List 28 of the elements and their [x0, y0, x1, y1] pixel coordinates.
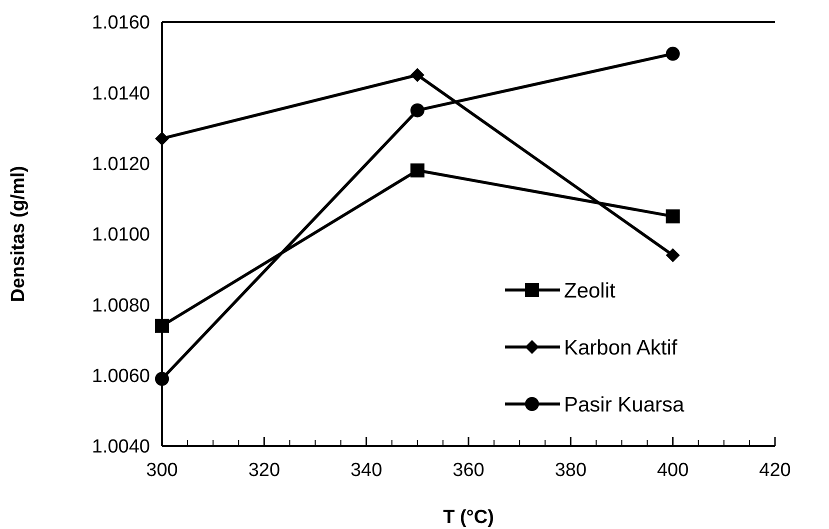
y-tick-label: 1.0080 — [92, 295, 150, 316]
point — [666, 248, 680, 262]
x-tick-label: 300 — [146, 460, 178, 481]
point — [155, 132, 169, 146]
y-tick-label: 1.0140 — [92, 83, 150, 104]
y-tick-label: 1.0040 — [92, 436, 150, 458]
x-tick-label: 380 — [554, 460, 587, 481]
x-tick-label: 360 — [452, 460, 484, 481]
x-tick-label: 340 — [350, 460, 382, 481]
legend-label: Pasir Kuarsa — [564, 393, 685, 416]
point — [155, 372, 169, 386]
x-tick-label: 320 — [248, 460, 280, 481]
x-tick-label: 420 — [759, 460, 791, 481]
point — [666, 209, 680, 224]
point — [410, 163, 424, 178]
point — [410, 103, 424, 118]
point — [155, 318, 169, 333]
y-tick-label: 1.0100 — [92, 224, 150, 246]
x-tick-label: 400 — [656, 460, 689, 481]
legend-label: Karbon Aktif — [564, 336, 678, 360]
point — [666, 46, 680, 61]
legend-label: Zeolit — [564, 279, 616, 302]
y-axis-title: Densitas (g/ml) — [8, 166, 29, 302]
y-tick-label: 1.0060 — [92, 366, 150, 387]
point — [410, 68, 424, 82]
y-tick-label: 1.0120 — [92, 154, 150, 175]
x-axis-title: T (°C) — [443, 507, 494, 528]
y-tick-label: 1.0160 — [92, 12, 150, 34]
